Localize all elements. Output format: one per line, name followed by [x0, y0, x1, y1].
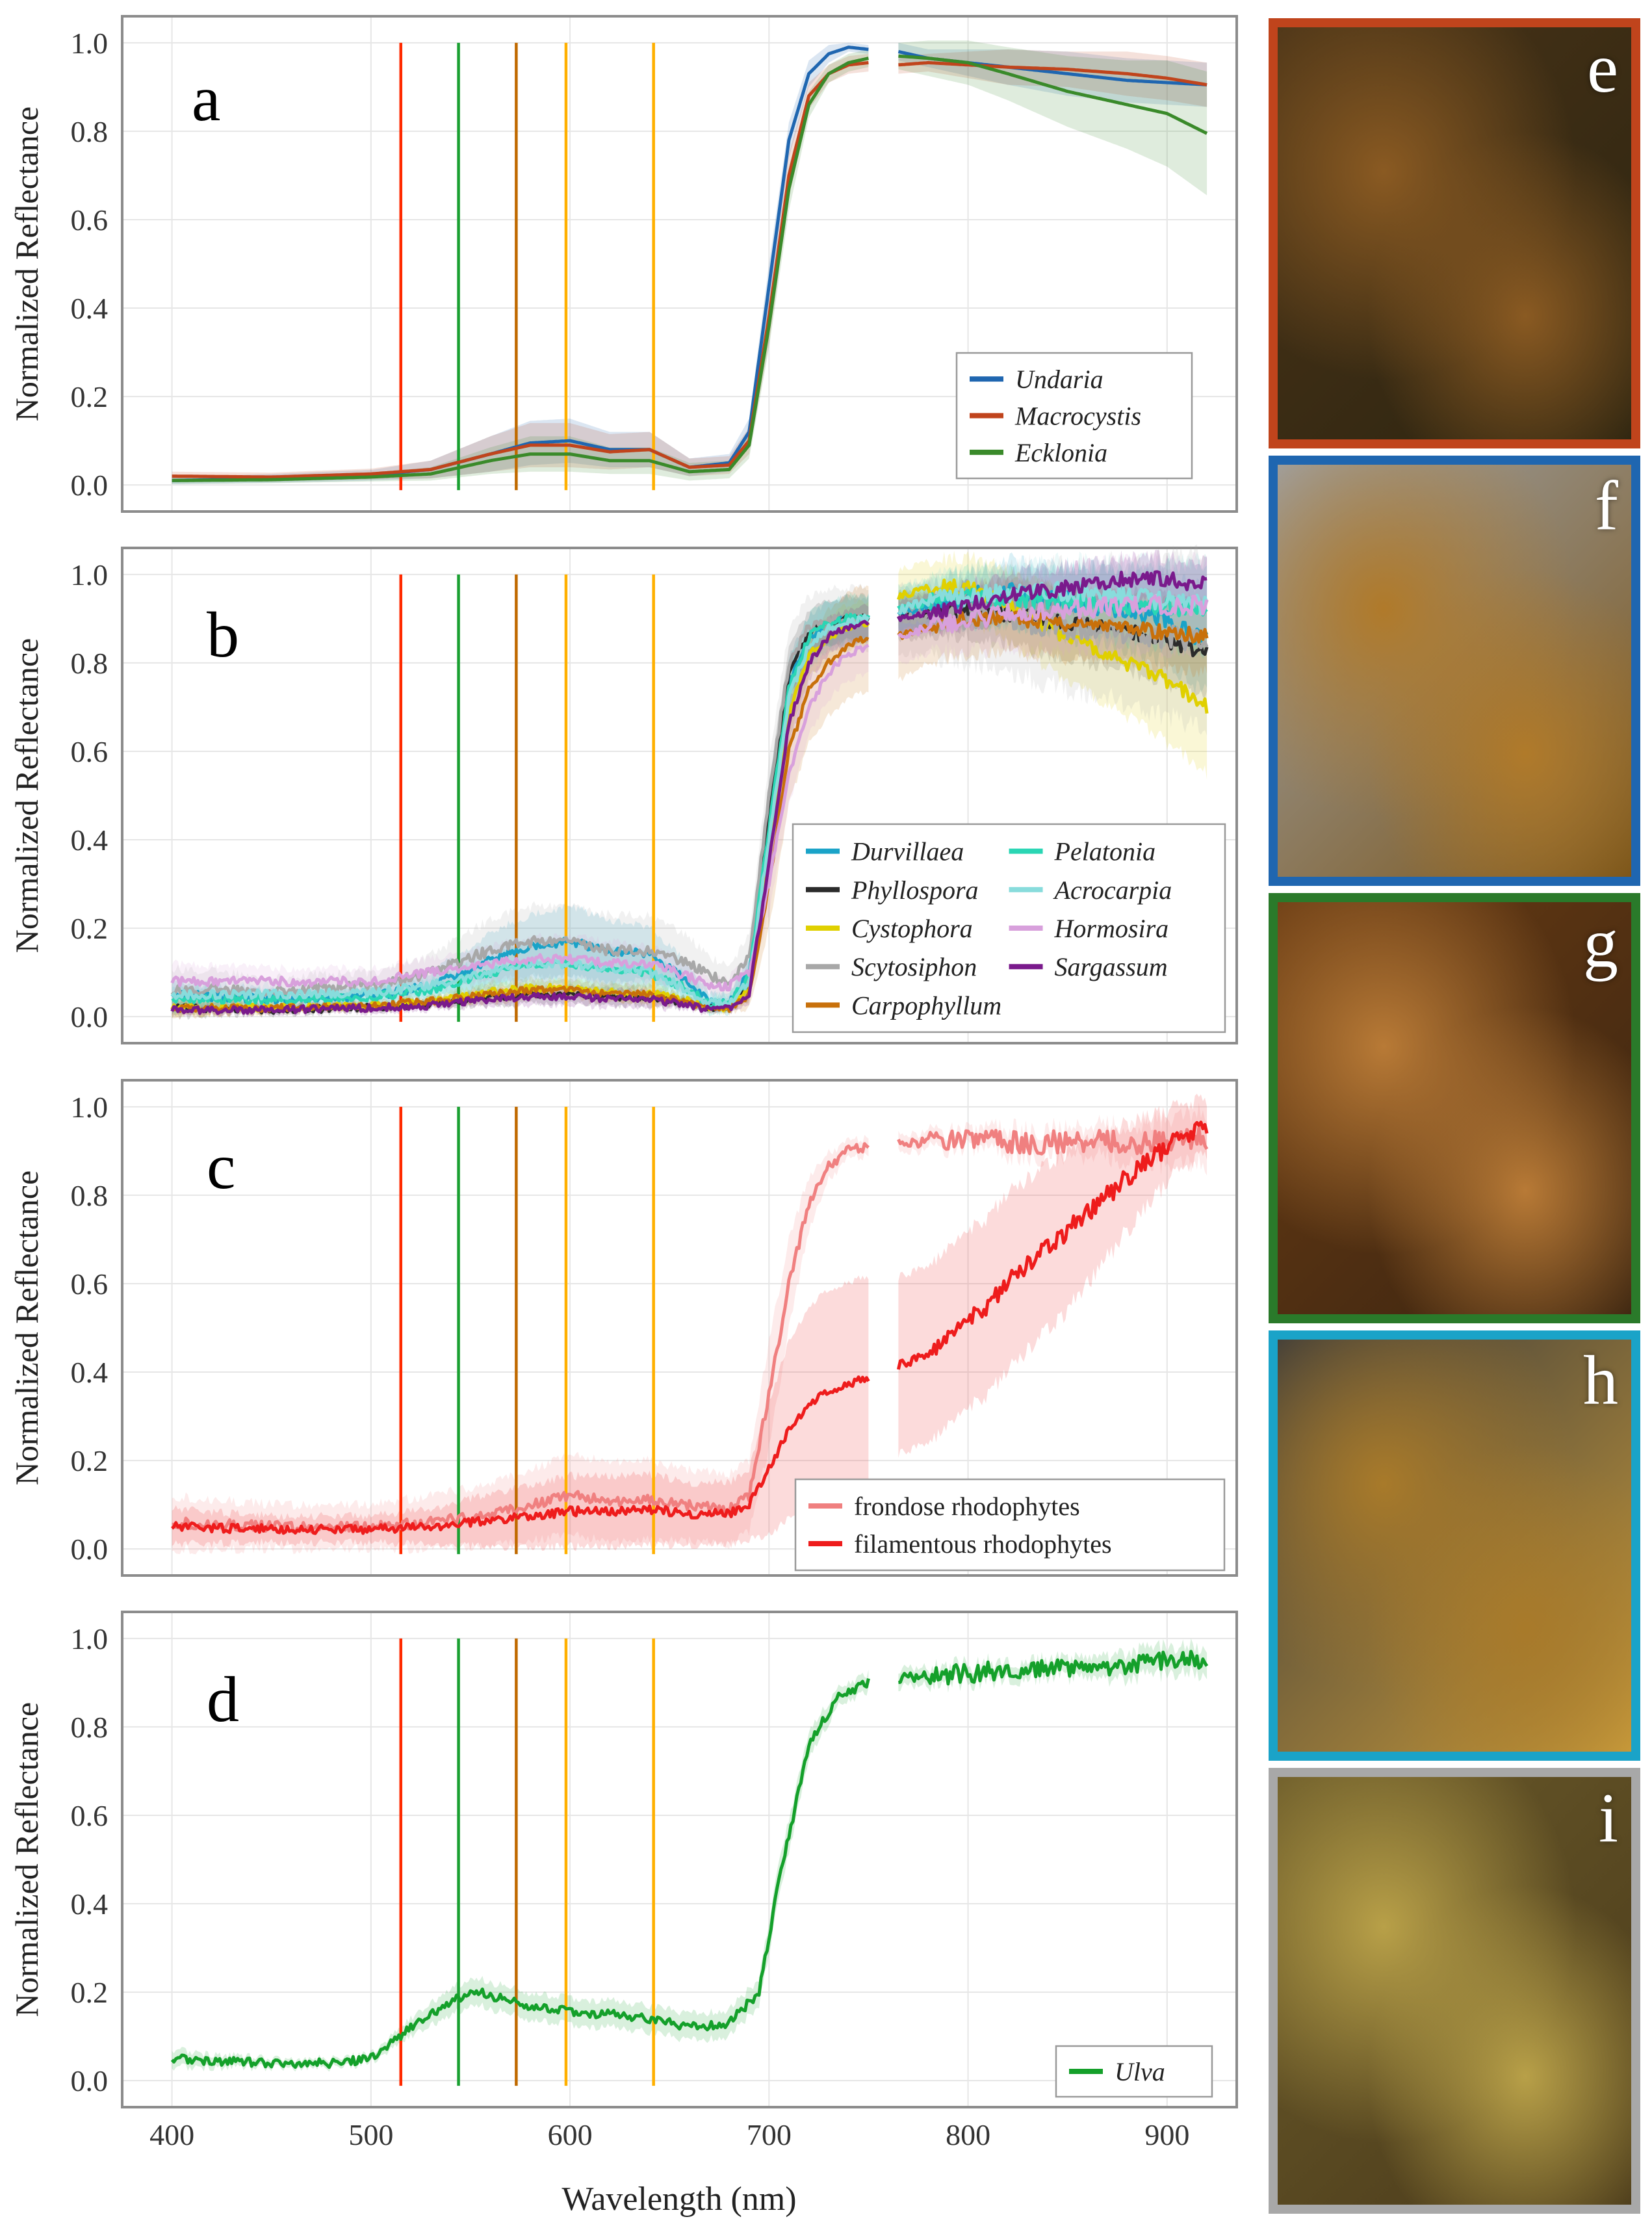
- y-tick-label: 0.6: [71, 735, 109, 768]
- legend: frondose rhodophytes filamentous rhodophy…: [794, 1478, 1226, 1572]
- x-tick-label: 800: [946, 2118, 990, 2151]
- series-line: [897, 578, 1209, 714]
- panel-a: 0.0 0.2 0.4 0.6 0.8 1.0 Normalized Reflectanc…: [8, 15, 1238, 513]
- legend-label: Ulva: [1115, 2057, 1165, 2086]
- y-tick-label: 0.4: [71, 1887, 109, 1921]
- series-band: [898, 42, 1207, 107]
- panel-d: 0.0 0.2 0.4 0.6 0.8 1.0 400 500 600 700 800 900 No…: [8, 1611, 1238, 2218]
- panel-label: f: [1595, 467, 1618, 545]
- legend-label: Macrocystis: [1014, 402, 1141, 431]
- y-tick-label: 0.4: [71, 292, 109, 325]
- x-tick-label: 600: [548, 2118, 593, 2151]
- legend-label: filamentous rhodophytes: [854, 1529, 1112, 1559]
- legend-label: frondose rhodophytes: [854, 1492, 1080, 1521]
- seaweed-photo: [1278, 902, 1631, 1314]
- y-axis-label: Normalized Reflectance: [8, 638, 45, 953]
- photo-panel-h: h: [1269, 1330, 1640, 1761]
- seaweed-photo: [1278, 1340, 1631, 1752]
- series-line: [898, 54, 1208, 135]
- photo-panel-g: g: [1269, 893, 1640, 1323]
- series-line: [897, 1126, 1209, 1156]
- y-axis-label: Normalized Reflectance: [8, 107, 45, 421]
- photo-panel-i: i: [1269, 1768, 1640, 2214]
- series-band: [172, 584, 869, 1017]
- series-line: [896, 1121, 1209, 1370]
- x-tick-label: 700: [747, 2118, 792, 2151]
- legend-label: Phyllospora: [851, 875, 979, 905]
- series-line: [898, 60, 1207, 86]
- series-line: [172, 57, 869, 482]
- legend-label: Acrocarpia: [1053, 875, 1172, 905]
- legend: Undaria Macrocystis Ecklonia: [955, 352, 1193, 480]
- legend-label: Pelatonia: [1054, 837, 1156, 866]
- legend-label: Carpophyllum: [851, 991, 1001, 1020]
- seaweed-photo: [1278, 1777, 1631, 2205]
- panel-label: h: [1583, 1342, 1618, 1420]
- legend: Durvillaea Phyllospora Cystophora Scytosiph…: [792, 823, 1226, 1033]
- y-tick-label: 0.4: [71, 823, 109, 857]
- series-line: [172, 1142, 870, 1534]
- panel-label: c: [207, 1130, 235, 1202]
- series-line: [897, 570, 1207, 623]
- panel-label: d: [207, 1663, 239, 1735]
- seaweed-photo: [1278, 465, 1631, 877]
- y-tick-label: 0.2: [71, 1976, 109, 2009]
- panel-d-frame: [121, 1611, 1238, 2108]
- y-tick-label: 0.6: [71, 1267, 109, 1301]
- y-tick-label: 0.2: [71, 380, 109, 413]
- photo-panel-e: e: [1269, 18, 1640, 448]
- series-line: [898, 1650, 1209, 1686]
- legend-label: Undaria: [1015, 365, 1103, 394]
- y-tick-label: 0.0: [71, 1533, 109, 1566]
- y-tick-label: 0.2: [71, 912, 109, 945]
- series-line: [170, 1375, 870, 1535]
- series-band: [172, 1135, 869, 1555]
- series-line: [898, 605, 1209, 651]
- series-band: [172, 593, 869, 1017]
- series-line: [170, 1678, 870, 2069]
- panel-label: a: [192, 62, 220, 135]
- y-tick-label: 1.0: [71, 1091, 109, 1124]
- y-tick-label: 0.8: [71, 1179, 109, 1212]
- panel-label: i: [1598, 1780, 1618, 1857]
- legend: Ulva: [1055, 2045, 1213, 2098]
- x-tick-label: 400: [149, 2118, 194, 2151]
- y-axis-label: Normalized Reflectance: [8, 1171, 45, 1485]
- series-band: [172, 1275, 869, 1551]
- photo-panel-f: f: [1269, 456, 1640, 886]
- seaweed-photo: [1278, 27, 1631, 439]
- x-tick-label: 500: [348, 2118, 393, 2151]
- legend-label: Ecklonia: [1014, 438, 1107, 467]
- legend-label: Cystophora: [851, 914, 973, 943]
- x-tick-label: 900: [1144, 2118, 1189, 2151]
- panel-label: e: [1587, 30, 1618, 107]
- y-tick-label: 1.0: [71, 558, 109, 591]
- y-tick-label: 1.0: [71, 1622, 109, 1655]
- x-axis-label: Wavelength (nm): [561, 2181, 796, 2218]
- legend-label: Sargassum: [1055, 952, 1168, 981]
- series-band: [172, 593, 869, 1020]
- series-line: [170, 619, 870, 1015]
- y-tick-label: 0.4: [71, 1356, 109, 1389]
- legend-label: Durvillaea: [851, 837, 964, 866]
- legend-label: Scytosiphon: [851, 952, 977, 981]
- panel-b: 0.0 0.2 0.4 0.6 0.8 1.0 Normalized Reflectanc…: [8, 544, 1238, 1044]
- y-tick-label: 0.6: [71, 203, 109, 237]
- y-tick-label: 0.2: [71, 1444, 109, 1477]
- y-axis-label: Normalized Reflectance: [8, 1702, 45, 2017]
- y-tick-label: 0.6: [71, 1799, 109, 1832]
- legend-label: Hormosira: [1054, 914, 1169, 943]
- y-tick-label: 0.0: [71, 1000, 109, 1033]
- series-line: [897, 594, 1209, 640]
- panel-label: b: [207, 599, 239, 671]
- y-tick-label: 0.0: [71, 469, 109, 502]
- y-tick-label: 0.0: [71, 2064, 109, 2097]
- y-tick-label: 0.8: [71, 647, 109, 680]
- y-tick-label: 0.8: [71, 1711, 109, 1744]
- panel-c: 0.0 0.2 0.4 0.6 0.8 1.0 Normalized Reflectanc…: [8, 1079, 1238, 1577]
- y-tick-label: 0.8: [71, 115, 109, 148]
- panel-label: g: [1583, 905, 1618, 982]
- y-tick-label: 1.0: [71, 27, 109, 60]
